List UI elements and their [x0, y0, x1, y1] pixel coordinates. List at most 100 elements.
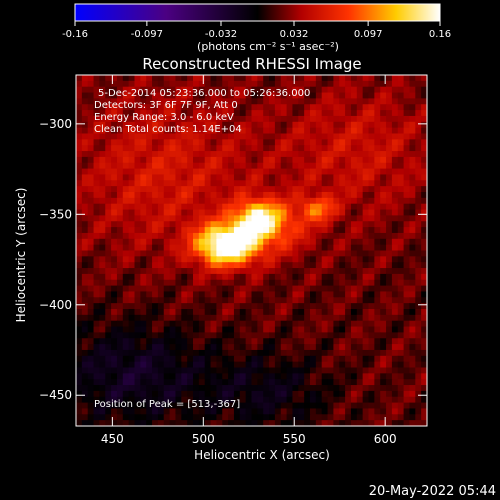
heatmap-cell: [198, 379, 206, 386]
heatmap-cell: [362, 385, 370, 392]
heatmap-cell: [269, 344, 276, 351]
heatmap-cell: [181, 110, 188, 117]
heatmap-cell: [116, 396, 124, 404]
heatmap-cell: [298, 385, 305, 392]
heatmap-cell: [368, 320, 375, 328]
heatmap-cell: [391, 273, 399, 281]
heatmap-cell: [391, 344, 399, 351]
heatmap-cell: [269, 373, 276, 380]
heatmap-cell: [350, 75, 358, 82]
heatmap-cell: [374, 385, 381, 392]
heatmap-cell: [421, 385, 427, 392]
heatmap-cell: [87, 75, 95, 82]
heatmap-cell: [345, 221, 352, 228]
heatmap-cell: [333, 402, 340, 410]
heatmap-cell: [315, 373, 323, 380]
heatmap-cell: [187, 192, 194, 199]
heatmap-cell: [415, 285, 422, 293]
heatmap-cell: [122, 174, 130, 181]
heatmap-cell: [274, 174, 282, 181]
heatmap-cell: [356, 279, 364, 287]
heatmap-cell: [245, 332, 253, 339]
heatmap-cell: [280, 309, 288, 316]
heatmap-cell: [233, 349, 241, 357]
heatmap-cell: [304, 256, 311, 263]
heatmap-cell: [76, 349, 83, 357]
heatmap-cell: [152, 320, 159, 328]
heatmap-cell: [187, 279, 194, 287]
heatmap-cell: [157, 344, 165, 351]
heatmap-cell: [239, 203, 247, 211]
heatmap-cell: [193, 104, 200, 111]
colorbar: [74, 3, 441, 22]
heatmap-cell: [321, 174, 329, 181]
heatmap-cell: [421, 332, 427, 339]
heatmap-cell: [152, 332, 159, 339]
heatmap-cell: [146, 349, 153, 357]
heatmap-cell: [368, 309, 375, 316]
heatmap-cell: [345, 385, 352, 392]
heatmap-cell: [421, 221, 427, 228]
heatmap-cell: [93, 309, 100, 316]
heatmap-cell: [315, 414, 323, 421]
heatmap-cell: [327, 180, 334, 187]
heatmap-cell: [128, 209, 136, 216]
heatmap-cell: [146, 244, 153, 252]
footer-timestamp: 20-May-2022 05:44: [369, 484, 496, 499]
heatmap-cell: [157, 373, 165, 380]
heatmap-cell: [146, 139, 153, 146]
heatmap-cell: [345, 402, 352, 410]
heatmap-cell: [210, 180, 217, 187]
heatmap-cell: [374, 303, 381, 310]
heatmap-cell: [81, 151, 89, 158]
heatmap-cell: [362, 367, 370, 374]
heatmap-cell: [111, 162, 118, 170]
heatmap-cell: [350, 110, 358, 117]
heatmap-cell: [175, 203, 182, 211]
heatmap-cell: [298, 168, 305, 176]
heatmap-cell: [128, 151, 136, 158]
heatmap-cell: [304, 291, 311, 298]
heatmap-cell: [403, 256, 411, 263]
heatmap-cell: [327, 262, 334, 269]
heatmap-cell: [216, 297, 223, 304]
heatmap-cell: [245, 273, 253, 281]
heatmap-cell: [122, 344, 130, 351]
heatmap-cell: [280, 221, 288, 228]
heatmap-cell: [146, 338, 153, 345]
heatmap-cell: [280, 180, 288, 187]
heatmap-cell: [280, 420, 288, 426]
heatmap-cell: [163, 250, 171, 257]
heatmap-cell: [274, 396, 282, 404]
heatmap-cell: [187, 373, 194, 380]
heatmap-cell: [239, 180, 247, 187]
heatmap-cell: [356, 115, 364, 123]
heatmap-cell: [345, 80, 352, 88]
heatmap-cell: [321, 414, 329, 421]
heatmap-cell: [198, 285, 206, 293]
heatmap-cell: [327, 291, 334, 298]
heatmap-cell: [228, 385, 235, 392]
heatmap-cell: [134, 396, 141, 404]
heatmap-cell: [391, 349, 399, 357]
heatmap-cell: [128, 385, 136, 392]
heatmap-cell: [169, 385, 177, 392]
heatmap-cell: [169, 75, 177, 82]
heatmap-cell: [251, 367, 258, 374]
heatmap-cell: [216, 209, 223, 216]
heatmap-cell: [233, 244, 241, 252]
heatmap-cell: [175, 156, 182, 164]
heatmap-cell: [310, 338, 317, 345]
heatmap-cell: [122, 361, 130, 369]
heatmap-cell: [374, 349, 381, 357]
heatmap-cell: [111, 285, 118, 293]
heatmap-cell: [257, 197, 264, 205]
heatmap-cell: [245, 367, 253, 374]
heatmap-cell: [315, 192, 323, 199]
heatmap-cell: [81, 385, 89, 392]
heatmap-cell: [380, 402, 387, 410]
heatmap-cell: [181, 420, 188, 426]
heatmap-cell: [193, 232, 200, 240]
heatmap-cell: [362, 168, 370, 176]
heatmap-cell: [198, 273, 206, 281]
